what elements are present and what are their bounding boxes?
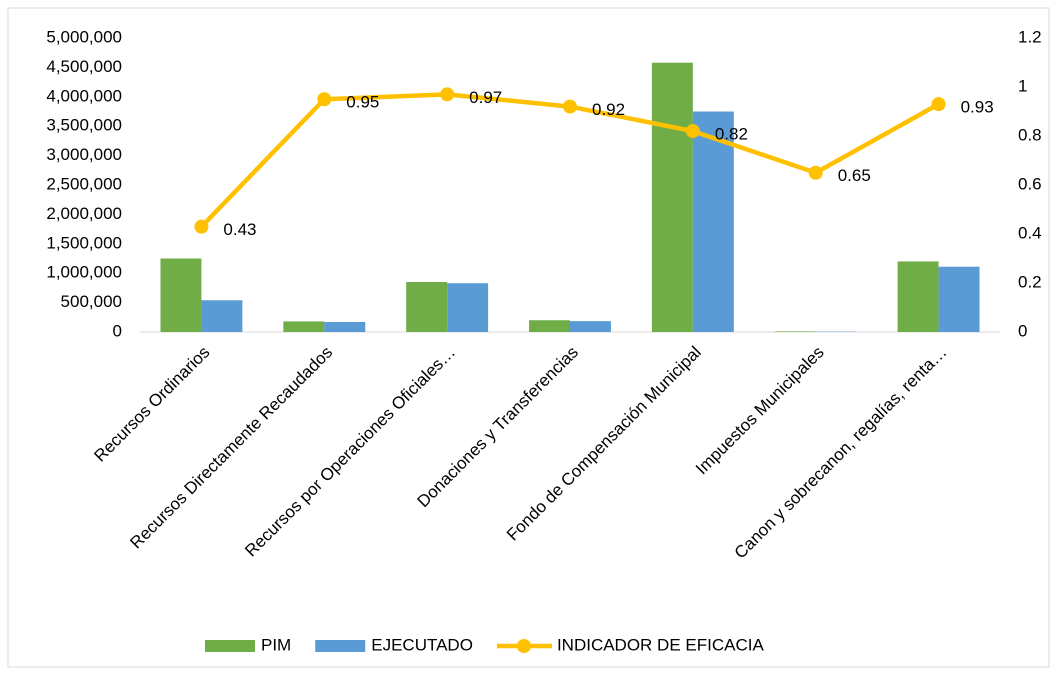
chart-border bbox=[7, 7, 1050, 668]
bar bbox=[897, 261, 939, 332]
y2-tick-label: 0 bbox=[1018, 321, 1027, 340]
y-tick-label: 4,000,000 bbox=[46, 86, 122, 105]
line-marker bbox=[194, 219, 209, 234]
data-label: 0.65 bbox=[838, 166, 871, 185]
line-marker bbox=[317, 92, 332, 107]
y2-tick-label: 0.6 bbox=[1018, 174, 1042, 193]
bar bbox=[570, 321, 611, 332]
bar bbox=[774, 331, 816, 332]
legend-swatch bbox=[315, 640, 366, 652]
y-tick-label: 1,000,000 bbox=[46, 263, 122, 282]
y2-tick-label: 0.8 bbox=[1018, 125, 1042, 144]
bar bbox=[160, 258, 202, 332]
line-marker bbox=[931, 97, 946, 112]
bar bbox=[324, 322, 366, 332]
bar bbox=[692, 111, 734, 332]
y2-tick-label: 1 bbox=[1018, 76, 1027, 95]
y2-tick-label: 1.2 bbox=[1018, 27, 1042, 46]
legend-label: PIM bbox=[261, 635, 291, 654]
data-label: 0.93 bbox=[961, 98, 994, 117]
data-label: 0.95 bbox=[346, 93, 379, 112]
y-tick-label: 2,000,000 bbox=[46, 204, 122, 223]
legend-swatch bbox=[205, 640, 255, 652]
legend-label: INDICADOR DE EFICACIA bbox=[557, 635, 765, 654]
data-label: 0.82 bbox=[715, 125, 748, 144]
line-marker bbox=[685, 124, 700, 139]
data-label: 0.97 bbox=[469, 88, 502, 107]
bar bbox=[529, 320, 570, 332]
y-tick-label: 0 bbox=[113, 321, 122, 340]
bar bbox=[447, 283, 489, 332]
y-tick-label: 5,000,000 bbox=[46, 27, 122, 46]
data-label: 0.92 bbox=[592, 100, 625, 119]
data-label: 0.43 bbox=[223, 220, 256, 239]
y-tick-label: 2,500,000 bbox=[46, 174, 122, 193]
bar bbox=[651, 62, 693, 333]
y2-tick-label: 0.2 bbox=[1018, 272, 1042, 291]
line-marker bbox=[440, 87, 455, 102]
y-tick-label: 4,500,000 bbox=[46, 57, 122, 76]
bar bbox=[283, 321, 325, 332]
y2-tick-label: 0.4 bbox=[1018, 223, 1042, 242]
line-marker bbox=[563, 99, 577, 114]
bar bbox=[938, 266, 980, 332]
bar bbox=[201, 300, 243, 332]
line-marker bbox=[808, 165, 823, 180]
legend-label: EJECUTADO bbox=[371, 635, 473, 654]
y-tick-label: 1,500,000 bbox=[46, 233, 122, 252]
legend-marker bbox=[516, 639, 531, 653]
y-tick-label: 3,000,000 bbox=[46, 145, 122, 164]
y-tick-label: 500,000 bbox=[61, 292, 122, 311]
bar bbox=[406, 282, 448, 332]
y-tick-label: 3,500,000 bbox=[46, 116, 122, 135]
